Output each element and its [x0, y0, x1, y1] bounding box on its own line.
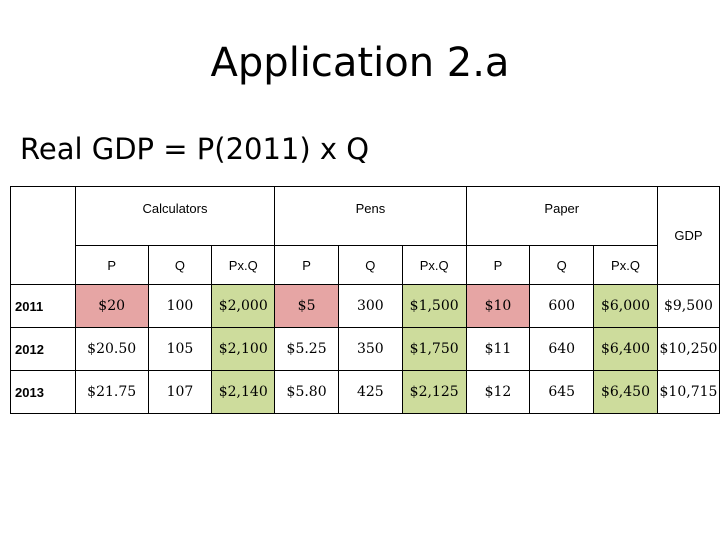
subheader-cell: Q	[147, 245, 213, 285]
table-header-group-row: Calculators Pens Paper GDP	[10, 186, 720, 285]
gdp-cell: $10,250	[656, 327, 720, 371]
subheader-cell: Q	[529, 245, 595, 285]
group-header-pens: Pens	[274, 186, 467, 246]
year-cell: 2013	[10, 370, 76, 414]
group-header-calculators: Calculators	[74, 186, 276, 246]
quantity-cell: 105	[147, 327, 213, 371]
subheader-cell: P	[274, 245, 339, 285]
gdp-cell: $10,715	[656, 370, 720, 414]
value-cell: $1,500	[401, 284, 467, 328]
quantity-cell: 100	[147, 284, 213, 328]
quantity-cell: 645	[529, 370, 595, 414]
price-cell: $5.80	[274, 370, 339, 414]
price-cell: $20.50	[74, 327, 149, 371]
value-cell: $6,400	[593, 327, 658, 371]
value-cell: $6,450	[593, 370, 658, 414]
group-header-paper: Paper	[465, 186, 658, 246]
table-row: 2011 $20 100 $2,000 $5 300 $1,500 $10 60…	[10, 284, 720, 328]
table-row: 2013 $21.75 107 $2,140 $5.80 425 $2,125 …	[10, 370, 720, 414]
price-cell: $12	[465, 370, 531, 414]
price-cell: $10	[465, 284, 531, 328]
subheader-cell: Px.Q	[211, 245, 276, 285]
value-cell: $1,750	[401, 327, 467, 371]
subheader-cell: Px.Q	[401, 245, 467, 285]
table-subheader-row: P Q Px.Q P Q Px.Q P Q Px.Q	[11, 245, 720, 285]
value-cell: $2,100	[211, 327, 276, 371]
value-cell: $2,125	[401, 370, 467, 414]
table-row: 2012 $20.50 105 $2,100 $5.25 350 $1,750 …	[10, 327, 720, 371]
price-cell: $5	[274, 284, 339, 328]
value-cell: $6,000	[593, 284, 658, 328]
year-cell: 2012	[10, 327, 76, 371]
page-subtitle: Real GDP = P(2011) x Q	[20, 132, 370, 166]
quantity-cell: 425	[338, 370, 403, 414]
year-header-cell	[10, 186, 76, 285]
price-cell: $20	[74, 284, 149, 328]
gdp-table: Calculators Pens Paper GDP P Q Px.Q P Q …	[10, 186, 720, 414]
subheader-cell: P	[74, 245, 149, 285]
value-cell: $2,000	[211, 284, 276, 328]
subheader-cell: Q	[338, 245, 403, 285]
quantity-cell: 640	[529, 327, 595, 371]
year-cell: 2011	[10, 284, 76, 328]
value-cell: $2,140	[211, 370, 276, 414]
quantity-cell: 350	[338, 327, 403, 371]
quantity-cell: 600	[529, 284, 595, 328]
gdp-cell: $9,500	[656, 284, 720, 328]
price-cell: $11	[465, 327, 531, 371]
price-cell: $5.25	[274, 327, 339, 371]
price-cell: $21.75	[74, 370, 149, 414]
quantity-cell: 300	[338, 284, 403, 328]
page-title: Application 2.a	[210, 40, 510, 86]
subheader-cell: Px.Q	[593, 245, 658, 285]
subheader-cell: P	[465, 245, 531, 285]
gdp-header: GDP	[656, 186, 720, 285]
quantity-cell: 107	[147, 370, 213, 414]
